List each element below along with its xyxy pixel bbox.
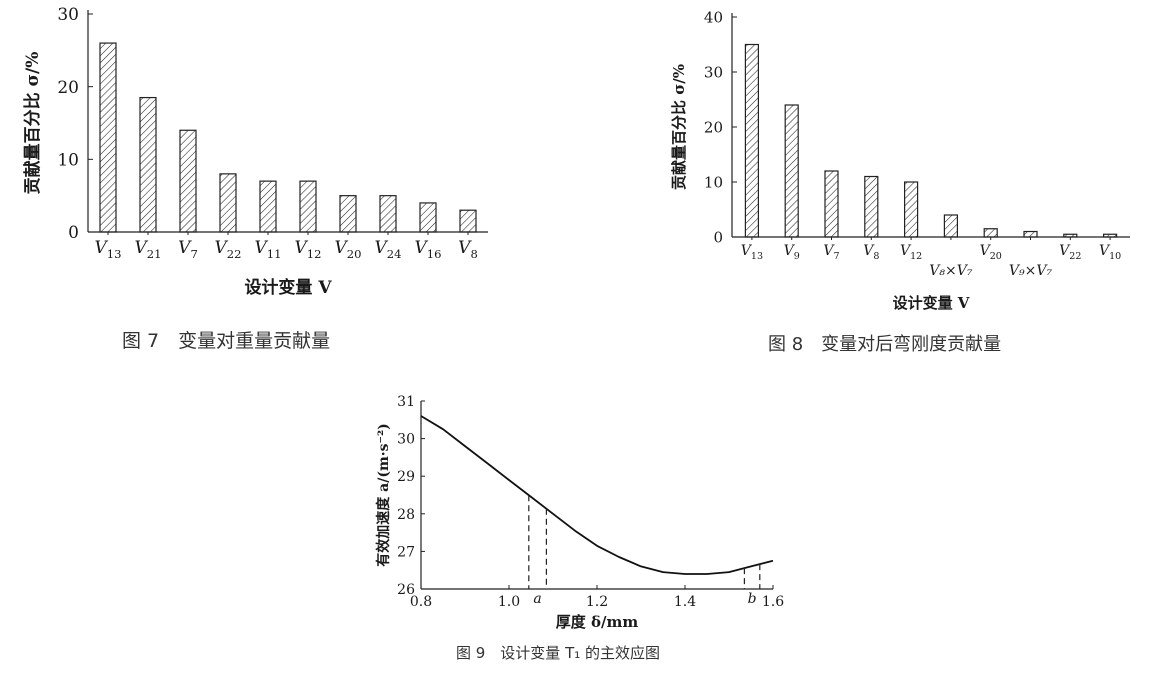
y-axis-label: 有效加速度 a/(m·s⁻²) <box>375 423 392 566</box>
x-tick-label: V24 <box>375 238 402 261</box>
bar <box>139 96 157 233</box>
y-axis-label: 贡献量百分比 σ/% <box>670 64 688 190</box>
x-tick-label: V13 <box>741 243 763 262</box>
y-tick-label: 31 <box>397 394 415 410</box>
x-tick-label: V22 <box>1059 243 1081 262</box>
chart-9-caption: 图 9 设计变量 T₁ 的主效应图 <box>456 644 661 662</box>
x-tick-label: V7 <box>178 238 198 261</box>
y-tick-label: 30 <box>704 63 723 81</box>
bar <box>259 180 277 233</box>
y-tick-label: 30 <box>397 432 415 448</box>
bar <box>744 43 760 238</box>
x-tick-label: 1.0 <box>498 594 520 610</box>
x-axis-label: 设计变量 V <box>244 277 332 298</box>
chart-7-caption: 图 7 变量对重量贡献量 <box>122 330 331 352</box>
bar <box>903 181 919 238</box>
chart-7: 0 10 20 30 V13 V21 V7 V22 V11 V12 V20 V24 V16 V8 设计变量 … <box>22 5 488 298</box>
bar <box>1102 233 1118 238</box>
y-axis-label: 贡献量百分比 σ/% <box>22 52 43 195</box>
y-tick-label: 10 <box>57 150 79 170</box>
x-tick-label: V22 <box>215 238 242 261</box>
bar <box>983 228 998 238</box>
x-tick-label: V₉×V₇ <box>1009 263 1053 279</box>
x-tick-label: V12 <box>295 238 322 261</box>
bar <box>379 195 397 233</box>
bar <box>299 180 317 233</box>
marker-label: a <box>533 591 541 607</box>
x-tick-label: V8 <box>458 238 478 261</box>
bar <box>864 175 879 238</box>
bar <box>459 209 477 233</box>
x-tick-label: V12 <box>900 243 922 262</box>
x-tick-label: V13 <box>95 238 122 261</box>
y-tick-label: 20 <box>57 78 79 98</box>
x-axis-label: 设计变量 V <box>893 294 970 312</box>
y-tick-label: 0 <box>68 223 79 243</box>
bar <box>1063 233 1078 238</box>
chart-8-caption: 图 8 变量对后弯刚度贡献量 <box>768 334 1002 355</box>
y-tick-label: 10 <box>704 173 723 191</box>
bar <box>219 173 237 233</box>
x-tick-label: V₈×V₇ <box>929 263 973 279</box>
y-tick-label: 40 <box>704 8 723 26</box>
y-tick-label: 30 <box>57 5 79 25</box>
x-tick-label: 1.6 <box>762 594 784 610</box>
x-tick-label: V10 <box>1099 243 1121 262</box>
bar <box>339 195 357 233</box>
bar <box>179 129 197 233</box>
y-tick-label: 0 <box>713 228 723 246</box>
bar <box>824 170 839 238</box>
bar <box>943 214 959 238</box>
x-tick-label: 1.4 <box>674 594 696 610</box>
bar <box>419 202 437 233</box>
chart-9: 26 27 28 29 30 31 0.8 1.0 1.2 1.4 1.6 a b 厚度 δ/mm 有效加速… <box>375 394 784 631</box>
x-tick-label: V16 <box>415 238 442 261</box>
y-tick-label: 20 <box>704 118 723 136</box>
x-tick-label: 1.2 <box>586 594 608 610</box>
marker-label: b <box>748 591 757 607</box>
x-tick-label: V8 <box>863 243 879 262</box>
bar <box>784 104 799 238</box>
x-axis-label: 厚度 δ/mm <box>556 613 639 631</box>
x-tick-label: V21 <box>135 238 162 261</box>
x-tick-label: V9 <box>784 243 800 262</box>
y-tick-label: 29 <box>397 469 415 485</box>
y-tick-label: 27 <box>397 544 415 560</box>
chart-8: 0 10 20 30 40 V13 V9 V7 V8 V12 V₈×V₇ V20 V₉×V₇ V22 V10… <box>670 8 1130 312</box>
y-tick-label: 28 <box>397 507 415 523</box>
main-effect-curve <box>420 415 774 575</box>
y-tick-label: 26 <box>397 582 415 598</box>
x-tick-label: V7 <box>823 243 839 262</box>
x-tick-label: V11 <box>255 238 282 261</box>
x-tick-label: 0.8 <box>410 594 432 610</box>
x-tick-label: V20 <box>335 238 362 261</box>
bar <box>1023 230 1038 238</box>
bar <box>99 42 117 233</box>
x-tick-label: V20 <box>980 243 1002 262</box>
